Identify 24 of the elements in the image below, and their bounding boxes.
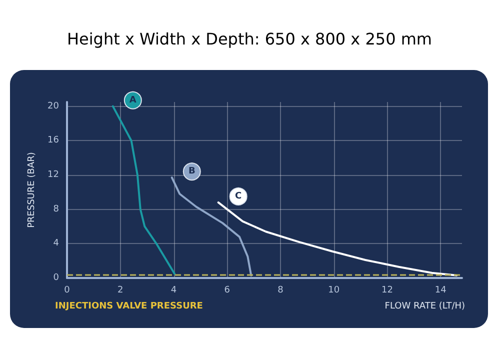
chart-title: Height x Width x Depth: 650 x 800 x 250 mm [66,30,432,48]
y-tick-label: 8 [53,204,60,214]
line-series [170,176,252,276]
line-series [112,105,176,275]
x-tick-label: 6 [224,286,230,296]
series-label: A [129,95,136,106]
x-tick-label: 4 [170,286,177,296]
x-axis-title: FLOW RATE (LT/H) [384,302,466,312]
x-tick-label: 10 [328,286,340,296]
x-tick-label: 14 [434,286,447,296]
series-label: B [188,166,196,177]
ref-line-label: INJECTIONS VALVE PRESSURE [55,302,203,312]
y-tick-label: 16 [48,136,60,146]
y-tick-label: 4 [53,238,60,249]
x-tick-label: 12 [382,286,393,296]
series-label: C [235,191,242,202]
y-tick-label: 0 [53,273,60,283]
x-tick-label: 2 [118,286,124,296]
y-tick-label: 12 [48,170,59,180]
y-tick-label: 20 [48,101,60,112]
x-tick-label: 8 [278,286,284,296]
x-tick-label: 0 [64,286,70,296]
y-axis-title: PRESSURE (BAR) [27,152,38,228]
line-series [217,201,458,276]
